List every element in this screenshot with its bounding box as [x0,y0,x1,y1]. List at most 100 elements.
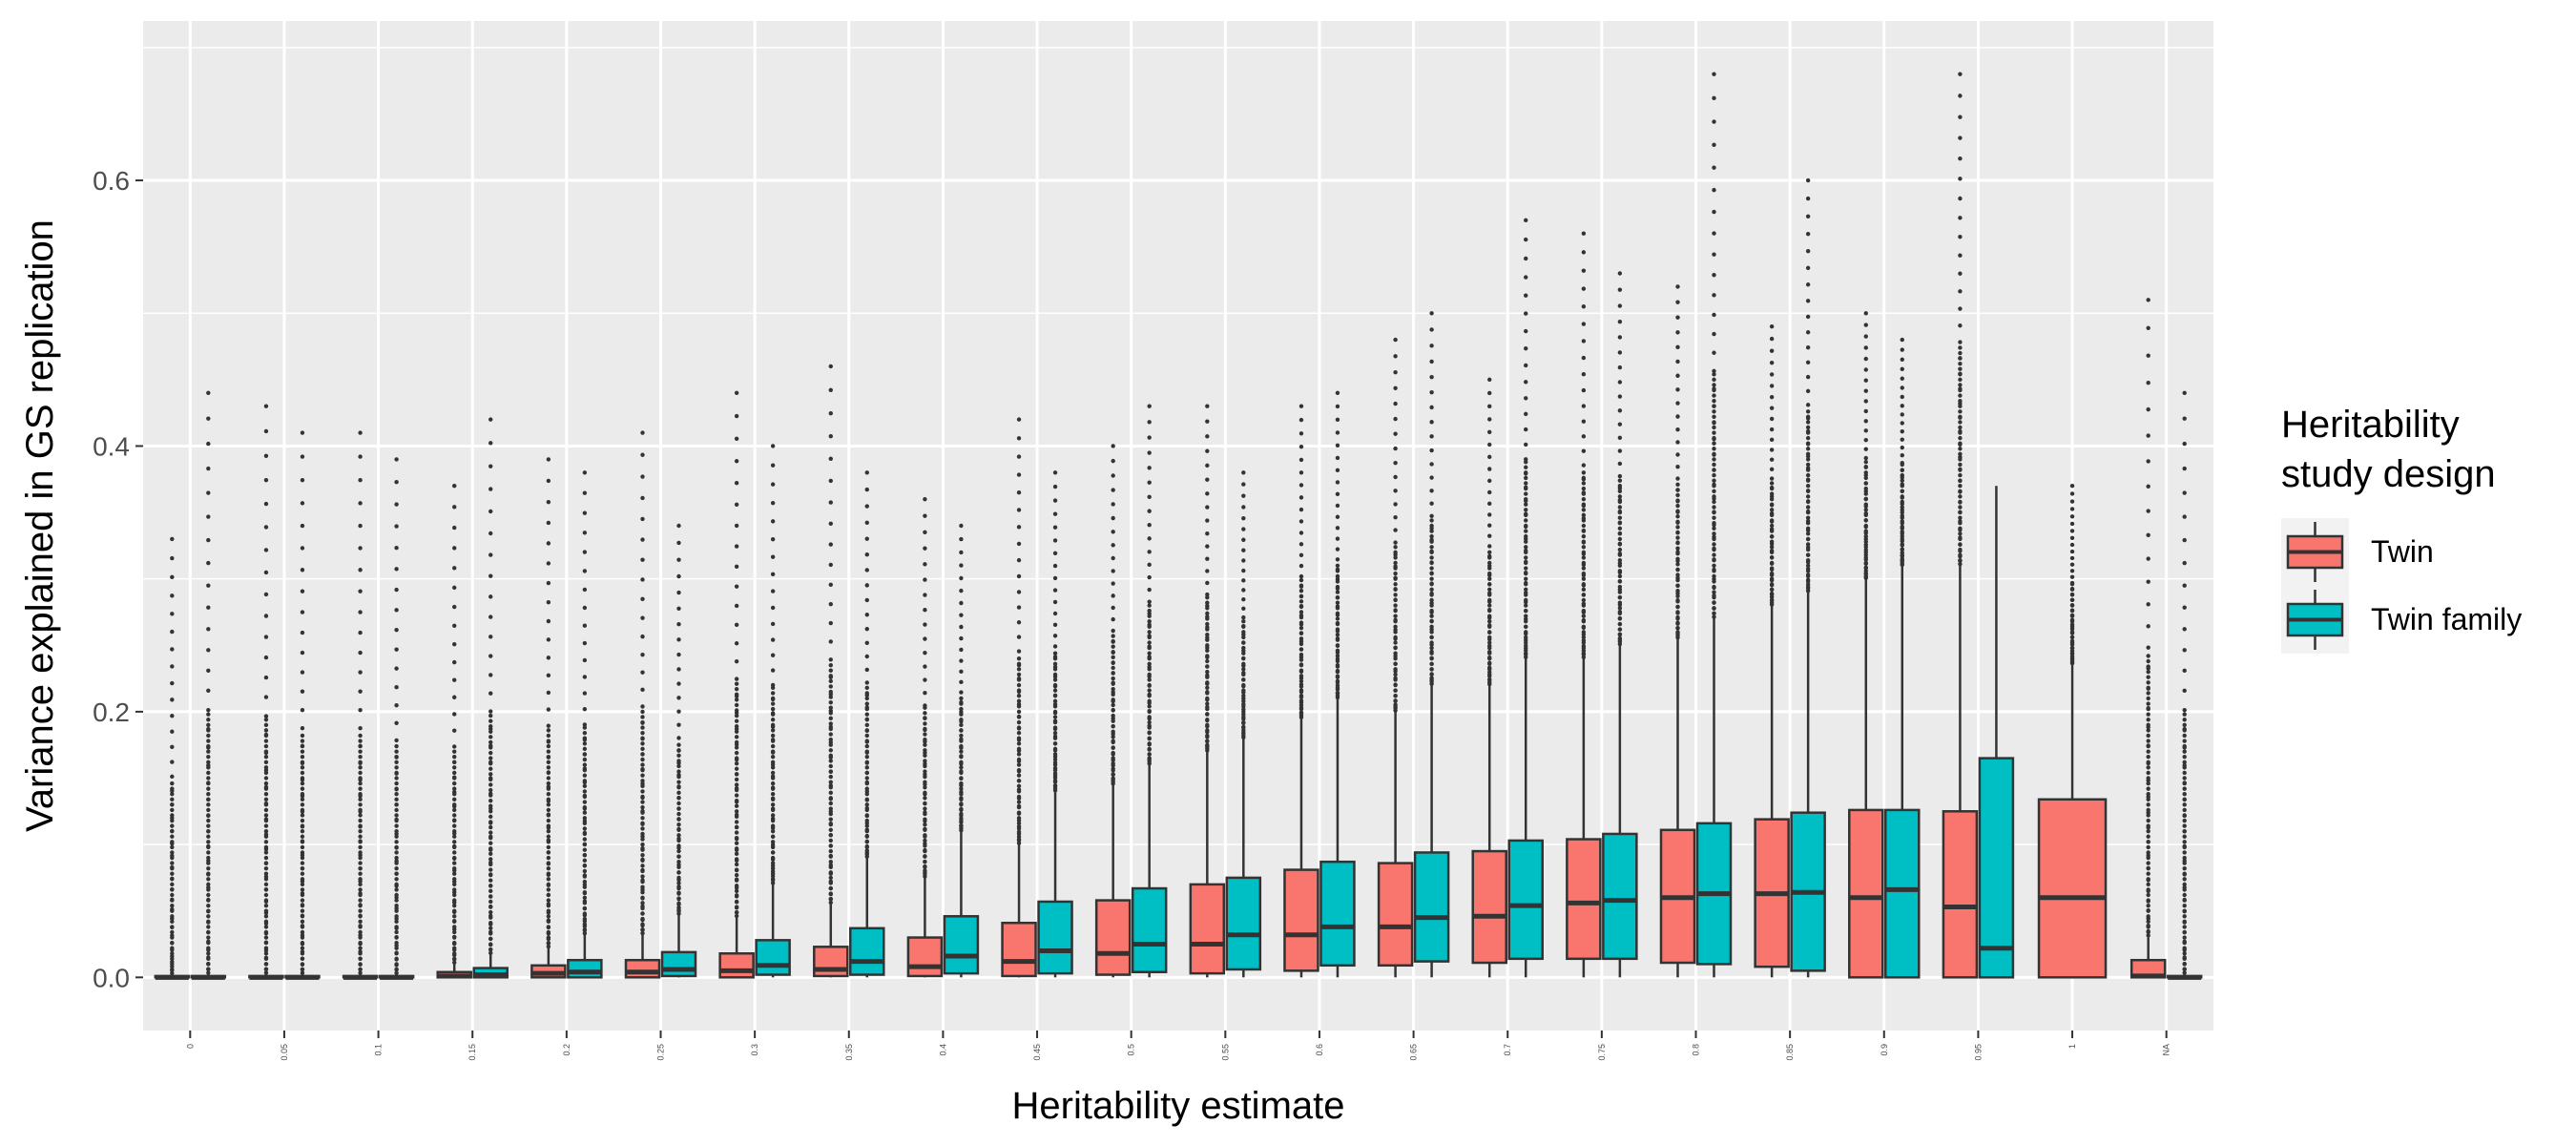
outlier-point [1298,614,1304,620]
outlier-point [358,940,363,946]
outlier-point [300,781,305,786]
outlier-point [1805,499,1811,505]
outlier-point [2146,840,2150,844]
outlier-point [770,637,776,642]
outlier-point [1712,387,1716,393]
outlier-point [1958,383,1963,387]
outlier-point [358,523,363,529]
outlier-point [582,722,588,727]
outlier-point [1863,470,1868,475]
outlier-point [1016,826,1022,831]
outlier-point [170,962,175,967]
outlier-point [959,624,964,630]
outlier-point [1205,654,1210,658]
outlier-point [1712,409,1716,414]
outlier-point [1429,420,1434,425]
outlier-point [1429,661,1434,666]
outlier-point [734,760,739,766]
outlier-point [300,568,305,572]
outlier-point [828,822,833,827]
outlier-point [1769,336,1775,342]
outlier-point [1769,448,1775,452]
outlier-point [676,742,681,747]
outlier-point [1111,745,1115,750]
outlier-point [452,960,457,965]
outlier-point [1393,502,1398,507]
outlier-point [923,636,927,641]
outlier-point [452,765,457,770]
outlier-point [1241,548,1246,552]
outlier-point [1617,542,1623,547]
outlier-point [676,907,681,912]
outlier-point [546,760,551,764]
outlier-point [1429,344,1434,348]
outlier-point [1524,475,1528,481]
outlier-point [394,765,399,770]
outlier-point [1335,417,1340,422]
outlier-point [1241,672,1246,677]
outlier-point [1524,275,1528,280]
outlier-point [1805,510,1811,515]
outlier-point [582,911,588,916]
outlier-point [640,615,645,620]
outlier-point [734,820,739,824]
outlier-point [2182,908,2187,913]
outlier-point [1111,713,1115,718]
outlier-point [2182,755,2187,760]
outlier-point [1147,736,1152,740]
outlier-point [2146,579,2150,584]
x-tick-label: 0.45 [1032,1044,1042,1061]
outlier-point [1712,489,1716,494]
outlier-point [770,850,776,855]
outlier-point [1712,273,1716,278]
outlier-point [1958,505,1963,510]
outlier-point [263,570,269,575]
x-tick-label: 0.8 [1692,1044,1701,1056]
outlier-point [263,592,269,597]
outlier-point [1147,682,1152,688]
outlier-point [1241,482,1246,487]
outlier-point [1863,491,1868,496]
outlier-point [1205,722,1210,728]
outlier-point [582,470,588,475]
outlier-point [1958,547,1963,552]
outlier-point [546,770,551,776]
outlier-point [582,730,588,736]
outlier-point [1712,119,1716,124]
outlier-point [452,887,457,892]
outlier-point [1712,484,1716,489]
outlier-point [263,755,269,760]
outlier-point [452,484,457,489]
outlier-point [488,798,493,803]
outlier-point [394,871,399,876]
box-twin-family-0.5 [1131,404,1168,978]
outlier-point [358,477,363,483]
outlier-point [1429,560,1434,566]
outlier-point [1805,374,1811,380]
outlier-point [170,929,175,935]
outlier-point [864,536,869,541]
outlier-point [2182,722,2187,728]
outlier-point [1769,394,1775,400]
outlier-point [1241,682,1246,688]
outlier-point [734,687,739,692]
outlier-point [206,935,211,940]
outlier-point [1863,455,1868,461]
outlier-point [923,732,927,737]
outlier-point [640,709,645,715]
outlier-point [1335,430,1340,435]
outlier-point [1241,606,1246,611]
outlier-point [1524,328,1528,334]
outlier-point [300,844,305,850]
box-body [1602,832,1638,961]
outlier-point [488,878,493,883]
box-twin-0.4 [906,496,944,978]
outlier-point [394,962,399,967]
outlier-point [923,833,927,838]
outlier-point [394,887,399,892]
outlier-point [582,842,588,847]
outlier-point [1016,736,1022,740]
outlier-point [546,871,551,876]
outlier-point [734,798,739,803]
